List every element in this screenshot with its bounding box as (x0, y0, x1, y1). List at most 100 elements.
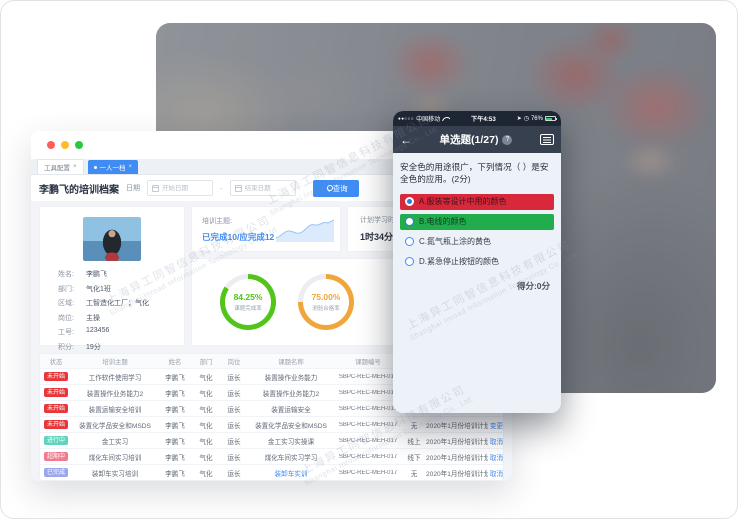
location-arrow-icon: ➤ (516, 116, 522, 122)
tab-bar: 工具配置 × 一人一档 × (31, 159, 512, 175)
table-cell: 装卸车实习培训 (91, 470, 139, 478)
search-button[interactable]: 查询 (312, 179, 359, 197)
topic-progress-value: 已完成10/应完成12 (202, 231, 275, 242)
table-cell: 李鹏飞 (165, 422, 185, 430)
table-cell: 金工实习实操课 (267, 438, 315, 446)
table-cell: 李鹏飞 (165, 454, 185, 462)
table-cell: 未开始 (40, 372, 72, 381)
table-row: 已完成 装卸车实习培训 李鹏飞 气化 运长 装卸车实训 SBPC-REC-MEH-017 无 2… (40, 464, 503, 480)
table-cell: 运长 (227, 470, 241, 478)
table-cell: SBPC-REC-MEH-017 (338, 437, 398, 444)
row-action[interactable]: 变更 (489, 422, 504, 430)
maximize-window-button[interactable] (75, 141, 83, 149)
tab-0[interactable]: 工具配置 × (37, 159, 84, 174)
radio-icon[interactable] (405, 237, 414, 247)
search-icon (324, 185, 333, 191)
row-action[interactable]: 取消 (489, 454, 504, 462)
table-cell: 未开始 (40, 420, 72, 429)
quiz-option-3[interactable]: D.紧急停止按钮的颜色 (400, 254, 554, 270)
active-tab-dot (93, 165, 97, 169)
table-cell: 装置操作业务能力 (264, 374, 318, 382)
score-label: 得分:0分 (516, 280, 550, 291)
table-cell: 李鹏飞 (165, 470, 185, 478)
back-arrow-icon[interactable]: ← (400, 132, 412, 147)
calendar-icon (152, 184, 159, 192)
tab-1[interactable]: 一人一档 × (87, 160, 139, 174)
table-cell: 装置运输安全培训 (88, 406, 142, 414)
table-cell: 装置操作业务能力2 (262, 390, 320, 398)
profile-field-row: 区域: 工智造化工厂；气化 (40, 298, 184, 308)
table-cell: 气化 (199, 454, 213, 462)
calendar-icon (234, 184, 242, 192)
table-row: 未开始 装置运输安全培训 李鹏飞 气化 运长 装置运输安全 SBPC-REC-MEH-017 (40, 400, 503, 416)
table-cell: 无 (410, 422, 418, 430)
table-cell: SBPC-REC-MEH-017 (338, 421, 398, 428)
profile-field-row: 岗位: 主操 (40, 313, 184, 323)
table-header-cell: 课题名称 (278, 358, 304, 366)
table-cell: 线上 (407, 438, 421, 446)
table-cell: 未开始 (40, 404, 72, 413)
table-cell: 气化 (199, 374, 213, 382)
carrier-label: 中国移动 (416, 117, 441, 123)
battery-icon (544, 116, 557, 121)
profile-field-value: 李鹏飞 (86, 271, 107, 278)
table-cell: 气化 (199, 406, 213, 414)
table-cell: 进行中 (40, 436, 72, 445)
training-topic-card: 培训主题: 已完成10/应完成12 (191, 206, 341, 252)
radio-icon[interactable] (405, 257, 414, 267)
phone-status-bar: ●●○○○ 中国移动 下午4:53 ➤ ◷ 76% (393, 111, 561, 126)
date-range-separator: - (220, 183, 223, 193)
row-action[interactable]: 取消 (489, 470, 504, 478)
phone-nav-bar: ← 单选题(1/27) ? (393, 126, 561, 153)
course-link[interactable]: 装卸车实训 (274, 470, 308, 478)
table-cell: 装置运输安全 (271, 406, 311, 414)
status-badge: 进行中 (43, 436, 68, 445)
table-cell: 运长 (227, 422, 241, 430)
table-cell: 线下 (407, 454, 421, 462)
phone-screen: ●●○○○ 中国移动 下午4:53 ➤ ◷ 76% ← 单选题(1/27) ? … (393, 111, 561, 413)
status-badge: 已完成 (43, 468, 68, 477)
donut-label: 课题完成率 (234, 306, 262, 312)
minimize-window-button[interactable] (61, 141, 69, 149)
profile-field-value: 气化1班 (86, 285, 111, 293)
radio-selected-icon[interactable] (405, 197, 414, 207)
topic-label: 培训主题: (202, 217, 232, 225)
radio-icon[interactable] (405, 217, 414, 227)
start-date-input[interactable] (162, 184, 208, 192)
battery-percent: 76% (530, 115, 543, 122)
close-window-button[interactable] (47, 141, 55, 149)
avatar (83, 217, 141, 261)
profile-field-value: 19分 (86, 343, 101, 351)
option-text: C.氮气瓶上涂的黄色 (419, 237, 491, 247)
donut-center: 84.25% 课题完成率 (225, 279, 271, 325)
table-row: 进行中 金工实习 李鹏飞 气化 运长 金工实习实操课 SBPC-REC-MEH-017 线上 2… (40, 432, 503, 448)
table-row: 未开始 工作软件使用学习 李鹏飞 气化 运长 装置操作业务能力 SBPC-REC-MEH-0… (40, 368, 503, 384)
quiz-option-2[interactable]: C.氮气瓶上涂的黄色 (400, 234, 554, 250)
table-row: 超期中 煤化车间实习培训 李鹏飞 气化 运长 煤化车间实习学习 SBPC-REC-MEH-0… (40, 448, 503, 464)
table-row: 未开始 装置操作业务能力2 李鹏飞 气化 运长 装置操作业务能力2 SBPC-REC-MEH… (40, 384, 503, 400)
tab-close-icon[interactable]: × (128, 164, 133, 170)
quiz-title: 单选题(1/27) (439, 134, 499, 146)
donut-percent: 75.00% (311, 292, 341, 302)
end-date-input[interactable] (244, 184, 291, 192)
table-cell: 装置化学品安全和MSDS (79, 422, 151, 430)
help-icon[interactable]: ? (502, 134, 513, 145)
end-date-input-box[interactable] (229, 180, 296, 196)
donut-label: 测验合格率 (312, 306, 340, 312)
wifi-icon (442, 116, 451, 121)
table-cell: 装卸车实训 (248, 468, 334, 478)
table-cell: SBPC-REC-MEH-017 (338, 453, 398, 460)
trend-sparkline (276, 219, 334, 242)
table-cell: 已完成 (40, 468, 72, 477)
donut-center: 75.00% 测验合格率 (303, 279, 349, 325)
profile-field-row: 部门: 气化1班 (40, 284, 184, 294)
answer-sheet-icon[interactable] (540, 134, 554, 145)
row-action[interactable]: 取消 (489, 438, 504, 446)
quiz-option-1[interactable]: B.电线的颜色 (400, 213, 554, 230)
table-header-cell: 状态 (49, 358, 63, 366)
quiz-option-0[interactable]: A.服装等设计中用的颜色 (400, 193, 554, 210)
start-date-input-box[interactable] (147, 180, 213, 196)
table-cell: 运长 (227, 406, 241, 414)
donut-gauge-1: 75.00% 测验合格率 (298, 274, 354, 330)
tab-close-icon[interactable]: × (73, 164, 77, 170)
